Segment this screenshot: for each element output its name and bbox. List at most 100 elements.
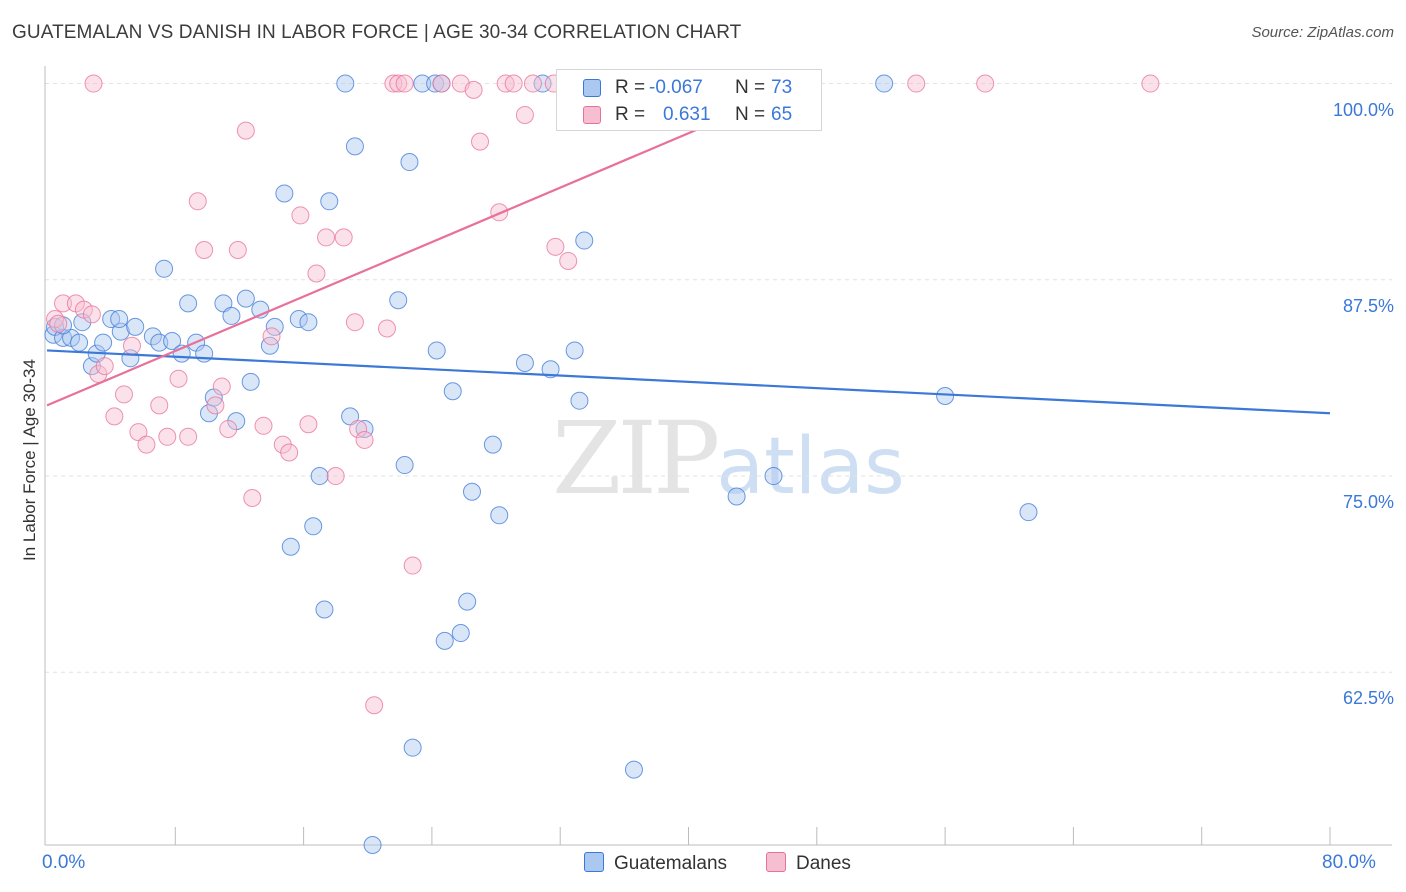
danes-point xyxy=(150,396,169,415)
guatemalans-point xyxy=(110,310,129,329)
guatemalans-point xyxy=(451,624,470,643)
danes-point xyxy=(1141,74,1160,93)
legend-swatch-guatemalans xyxy=(583,79,601,97)
guatemalans-point xyxy=(299,313,318,332)
legend-swatch-guatemalans xyxy=(584,852,604,872)
danes-point xyxy=(228,240,247,259)
guatemalans-point xyxy=(70,333,89,352)
guatemalans-point xyxy=(222,306,241,325)
danes-point xyxy=(95,357,114,376)
guatemalans-point xyxy=(44,325,63,344)
guatemalans-point xyxy=(260,336,279,355)
guatemalans-point xyxy=(426,74,445,93)
guatemalans-point xyxy=(483,435,502,454)
guatemalans-point xyxy=(304,517,323,536)
danes-point xyxy=(432,74,451,93)
danes-points xyxy=(46,74,1160,715)
danes-point xyxy=(122,336,141,355)
danes-point xyxy=(504,74,523,93)
danes-point xyxy=(907,74,926,93)
guatemalans-point xyxy=(155,259,174,278)
danes-point xyxy=(345,313,364,332)
danes-point xyxy=(105,407,124,426)
danes-point xyxy=(243,489,262,508)
legend-swatch-danes xyxy=(583,106,601,124)
danes-point xyxy=(49,314,68,333)
guatemalans-point xyxy=(565,341,584,360)
guatemalans-point xyxy=(624,760,643,779)
legend-r-value: 0.631 xyxy=(663,104,711,125)
danes-point xyxy=(236,121,255,140)
x-tick-min: 0.0% xyxy=(42,852,86,873)
danes-point xyxy=(212,377,231,396)
guatemalans-point xyxy=(515,354,534,373)
danes-point xyxy=(976,74,995,93)
guatemalans-point xyxy=(289,310,308,329)
watermark: ZIPatlas xyxy=(552,400,905,517)
guatemalans-point xyxy=(936,386,955,405)
guatemalans-point xyxy=(265,317,284,336)
danes-point xyxy=(334,228,353,247)
danes-point xyxy=(219,419,238,438)
danes-point xyxy=(46,310,65,329)
legend-n-label: N = xyxy=(735,104,766,125)
guatemalans-point xyxy=(575,231,594,250)
guatemalans-point xyxy=(727,487,746,506)
guatemalans-point xyxy=(389,291,408,310)
guatemalans-point xyxy=(281,537,300,556)
legend-row-guatemalans: R = -0.067 N = 73 xyxy=(557,74,821,102)
legend-r-value: -0.067 xyxy=(649,77,703,98)
legend-r-label: R = xyxy=(615,104,646,125)
danes-point xyxy=(389,74,408,93)
danes-point xyxy=(307,264,326,283)
source-credit: Source: ZipAtlas.com xyxy=(1251,24,1394,41)
danes-point xyxy=(206,396,225,415)
danes-point xyxy=(179,427,198,446)
danes-point xyxy=(114,385,133,404)
y-tick-label: 75.0% xyxy=(1342,492,1394,513)
guatemalans-point xyxy=(400,153,419,172)
danes-point xyxy=(490,203,509,222)
danes-point xyxy=(355,430,374,449)
guatemalans-point xyxy=(94,333,113,352)
danes-point xyxy=(280,443,299,462)
guatemalans-point xyxy=(570,391,589,410)
legend-row-danes: R = 0.631 N = 65 xyxy=(557,101,821,129)
danes-trend-line xyxy=(46,82,807,407)
legend-label-danes: Danes xyxy=(796,853,851,874)
guatemalans-point xyxy=(345,137,364,156)
guatemalans-point xyxy=(764,467,783,486)
danes-point xyxy=(326,467,345,486)
danes-point xyxy=(317,228,336,247)
danes-point xyxy=(523,74,542,93)
legend-r-label: R = xyxy=(615,77,646,98)
x-tick-max: 80.0% xyxy=(1322,852,1376,873)
legend-n-label: N = xyxy=(735,77,766,98)
guatemalans-point xyxy=(443,382,462,401)
legend-item-guatemalans: Guatemalans xyxy=(584,852,727,875)
danes-point xyxy=(299,415,318,434)
danes-point xyxy=(262,327,281,346)
danes-point xyxy=(515,105,534,124)
guatemalans-point xyxy=(541,360,560,379)
danes-point xyxy=(471,132,490,151)
axes xyxy=(44,66,1392,846)
legend-item-danes: Danes xyxy=(766,852,851,875)
guatemalans-point xyxy=(462,482,481,501)
danes-point xyxy=(254,416,273,435)
legend-swatch-danes xyxy=(766,852,786,872)
guatemalans-point xyxy=(315,600,334,619)
guatemalans-point xyxy=(458,592,477,611)
y-tick-label: 62.5% xyxy=(1342,688,1394,709)
guatemalans-point xyxy=(163,332,182,351)
guatemalans-point xyxy=(427,341,446,360)
danes-point xyxy=(365,696,384,715)
danes-point xyxy=(546,237,565,256)
danes-point xyxy=(377,319,396,338)
guatemalans-point xyxy=(355,419,374,438)
watermark-atlas: atlas xyxy=(716,422,905,512)
guatemalans-point xyxy=(875,74,894,93)
trend-lines xyxy=(46,82,1331,415)
guatemalans-point xyxy=(126,317,145,336)
